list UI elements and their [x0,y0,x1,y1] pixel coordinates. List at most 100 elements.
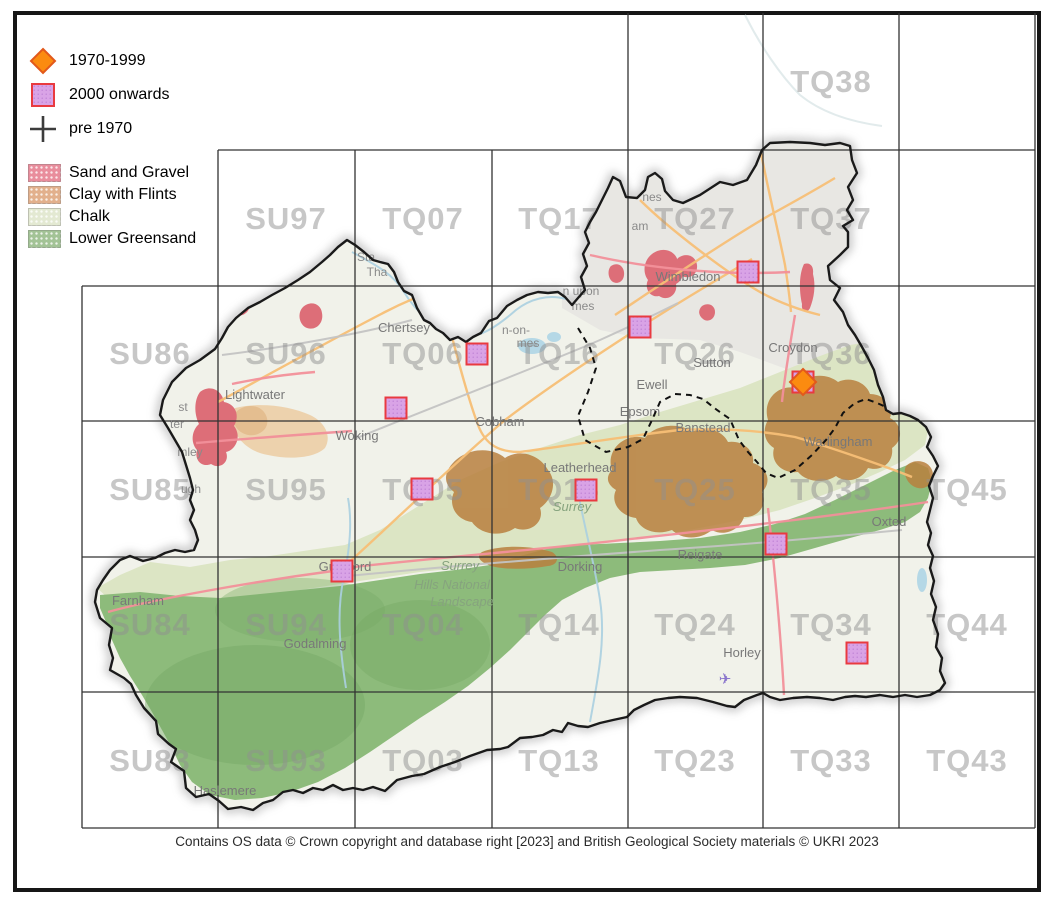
marker-2000-onwards[interactable] [330,559,354,583]
grid-square-label: TQ06 [382,336,464,371]
grid-square-label: TQ23 [654,743,736,778]
marker-2000-onwards[interactable] [736,260,760,284]
partial-town-label: Sta [357,250,375,264]
grid-square-label: TQ43 [926,743,1008,778]
town-label: Epsom [620,404,660,419]
town-label: Oxted [872,514,907,529]
grid-lines [81,13,1036,829]
grid-square-label: SU85 [109,472,191,507]
town-label: Lightwater [225,387,286,402]
grid-square-label: TQ33 [790,743,872,778]
legend-item-chalk: Chalk [28,206,196,228]
town-label: Woking [335,428,378,443]
partial-town-label: mes [517,336,540,350]
legend-label: pre 1970 [69,120,133,137]
marker-1970-1999[interactable] [788,367,818,397]
partial-town-label: n upon [563,284,600,298]
grid-square-label: TQ38 [790,64,872,99]
grid-square-label: TQ37 [790,201,872,236]
marker-2000-onwards[interactable] [410,477,434,501]
town-label: Sutton [693,355,731,370]
grid-square-label: SU96 [245,336,327,371]
grid-square-label: TQ45 [926,472,1008,507]
legend-label: Clay with Flints [69,186,177,203]
dashed-boundary-line [576,327,887,480]
town-label: Horley [723,645,761,660]
partial-town-label: mes [572,299,595,313]
town-label: Wimbledon [655,269,720,284]
chalk-swatch [28,208,61,226]
partial-town-label: ugh [181,482,201,496]
map-frame [13,11,1041,892]
grid-square-label: SU94 [245,607,327,642]
faint-river-line [744,14,883,127]
grid-square-label: TQ17 [518,201,600,236]
grid-square-label: TQ26 [654,336,736,371]
town-label: Dorking [558,559,603,574]
partial-town-label: st [178,400,188,414]
grid-square-label: SU83 [109,743,191,778]
town-label: Leatherhead [543,460,616,475]
grid-square-label: TQ35 [790,472,872,507]
airport-icon: ✈ [719,671,732,688]
grid-square-label: TQ24 [654,607,736,642]
region-label: Landscape [430,594,494,609]
attribution-text: Contains OS data © Crown copyright and d… [175,834,879,849]
grid-square-label: TQ27 [654,201,736,236]
marker-2000-onwards[interactable] [465,342,489,366]
legend-item-2000-onwards: 2000 onwards [28,78,196,112]
grid-square-label: TQ25 [654,472,736,507]
partial-town-label: nes [642,190,661,204]
grid-square-label: SU84 [109,607,191,642]
diamond-1970-1999-icon [28,46,58,76]
legend: 1970-1999 2000 onwards pre 1970 Sand and… [28,44,196,250]
legend-label: Sand and Gravel [69,164,190,181]
town-label: Reigate [678,547,723,562]
clay-flints-swatch [28,186,61,204]
grid-square-label: TQ44 [926,607,1008,642]
town-label: Warlingham [804,434,873,449]
partial-town-label: am [632,219,649,233]
legend-label: 2000 onwards [69,86,170,103]
grid-square-label: TQ03 [382,743,464,778]
legend-item-sand-and-gravel: Sand and Gravel [28,162,196,184]
partial-town-label: n-on- [502,323,530,337]
legend-item-lower-greensand: Lower Greensand [28,228,196,250]
partial-town-label: Tha [367,265,388,279]
town-label: Chertsey [378,320,431,335]
square-2000-onwards-icon [28,80,58,110]
grid-square-label: TQ36 [790,336,872,371]
cross-pre-1970-icon [28,114,58,144]
grid-square-label: TQ13 [518,743,600,778]
marker-2000-onwards[interactable] [384,396,408,420]
town-label: Cobham [475,414,524,429]
town-label: Banstead [676,420,731,435]
town-label: Godalming [284,636,347,651]
sand-gravel-swatch [28,164,61,182]
county-boundary [93,140,947,812]
marker-2000-onwards[interactable] [628,315,652,339]
partial-town-label: ter [170,417,184,431]
town-label: Farnham [112,593,164,608]
grid-square-label: TQ34 [790,607,872,642]
marker-2000-onwards[interactable] [574,478,598,502]
legend-item-pre-1970: pre 1970 [28,112,196,146]
region-label: Surrey [441,558,481,573]
borehole-markers [330,260,869,665]
legend-label: Lower Greensand [69,230,197,247]
grid-square-label: TQ07 [382,201,464,236]
marker-2000-onwards[interactable] [845,641,869,665]
legend-label: 1970-1999 [69,52,146,69]
legend-item-1970-1999: 1970-1999 [28,44,196,78]
grid-square-label: SU93 [245,743,327,778]
town-label: Ewell [636,377,667,392]
legend-item-clay-with-flints: Clay with Flints [28,184,196,206]
grid-square-label: TQ04 [382,607,464,642]
grid-square-label: SU97 [245,201,327,236]
region-label: Hills National [414,577,491,592]
marker-2000-onwards[interactable] [764,532,788,556]
grid-square-label: SU86 [109,336,191,371]
town-label: Croydon [768,340,817,355]
